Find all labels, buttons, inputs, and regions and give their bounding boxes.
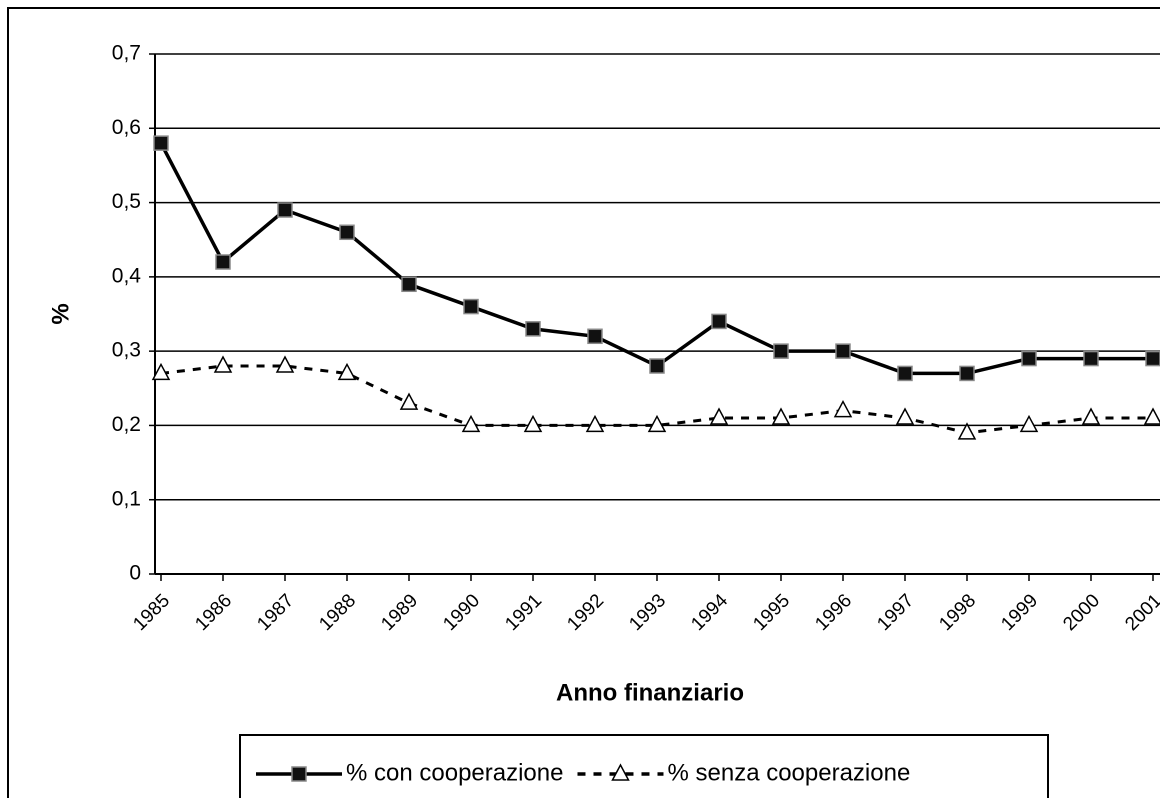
data-point [1143, 407, 1160, 425]
legend-marker [611, 763, 630, 781]
y-tick-label: 0,5 [112, 190, 141, 213]
data-point [959, 365, 975, 382]
y-tick-label: 0,3 [112, 339, 141, 362]
data-point [709, 407, 729, 425]
data-point [897, 365, 913, 382]
y-tick-label: 0,2 [112, 413, 141, 436]
data-point [275, 355, 295, 373]
data-point [649, 358, 665, 374]
data-point [401, 276, 417, 293]
data-point [525, 321, 541, 337]
data-point [587, 328, 603, 345]
data-point [215, 254, 231, 270]
data-point [277, 202, 293, 218]
data-point [773, 343, 789, 359]
y-tick-label: 0,4 [112, 264, 142, 287]
data-point [1081, 407, 1101, 425]
data-point [1021, 350, 1037, 367]
data-point [213, 355, 233, 373]
legend-label: % con cooperazione [346, 759, 563, 786]
chart-frame [7, 7, 1160, 798]
data-point [337, 362, 357, 381]
data-point [151, 362, 171, 381]
data-point [463, 298, 479, 315]
data-point [833, 399, 853, 418]
series-line [160, 364, 1153, 435]
data-point [771, 407, 791, 425]
legend-label: % senza cooperazione [667, 759, 910, 786]
y-axis-title: % [47, 303, 74, 324]
y-tick-label: 0,7 [112, 42, 141, 65]
data-point [1145, 350, 1160, 367]
legend-marker [291, 766, 307, 782]
data-point [339, 224, 355, 241]
legend-box [239, 734, 1049, 798]
data-point [1019, 414, 1039, 433]
data-point [153, 135, 169, 151]
y-tick-label: 0,1 [112, 487, 141, 510]
data-point [711, 313, 727, 330]
y-tick-label: 0,6 [112, 116, 141, 139]
data-point [895, 407, 915, 425]
data-point [399, 392, 419, 410]
data-point [835, 343, 851, 359]
data-point [461, 414, 481, 433]
x-axis-title: Anno finanziario [556, 679, 744, 706]
data-point [523, 414, 543, 433]
data-point [647, 414, 667, 433]
data-point [1083, 350, 1099, 367]
y-tick-label: 0 [129, 562, 141, 585]
data-point [585, 414, 605, 433]
data-point [957, 422, 977, 440]
